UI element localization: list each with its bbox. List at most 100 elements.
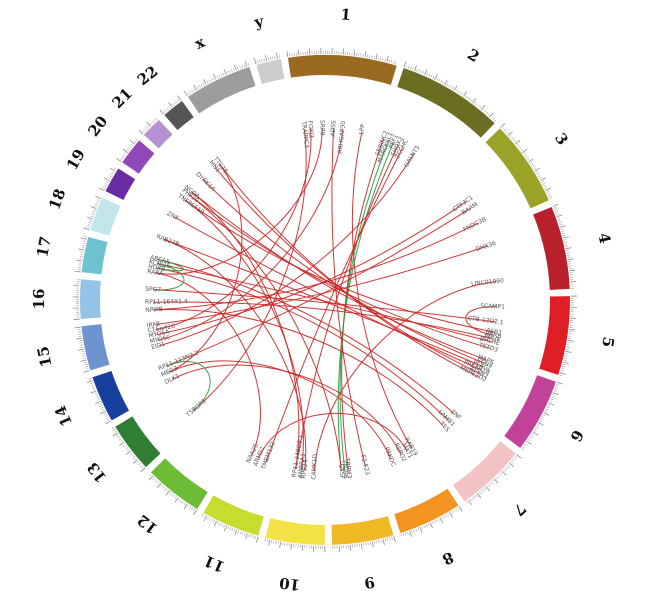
tick-mark (551, 396, 555, 399)
tick-mark (456, 507, 459, 511)
tick-mark (120, 158, 123, 161)
tick-mark (447, 513, 450, 516)
tick-mark (475, 494, 478, 498)
tick-mark (468, 97, 471, 101)
gene-label: RARA (147, 268, 165, 278)
tick-mark (231, 69, 233, 73)
tick-mark (217, 521, 219, 525)
tick-mark (387, 537, 389, 541)
gene-label: ITGB6 (340, 460, 349, 479)
tick-mark (87, 224, 91, 226)
tick-mark (159, 109, 165, 115)
link-curve (465, 306, 497, 336)
chromosome-label-8: 8 (439, 548, 456, 569)
tick-mark (157, 481, 160, 485)
tick-mark (266, 539, 268, 543)
tick-mark (121, 156, 125, 159)
gene-label: LPP (358, 123, 367, 135)
link-curve (163, 238, 484, 368)
tick-mark (384, 58, 386, 62)
tick-mark (353, 49, 356, 56)
tick-mark (172, 494, 175, 498)
tick-mark (552, 203, 559, 207)
tick-mark (110, 173, 114, 176)
tick-mark (256, 536, 259, 543)
tick-mark (419, 526, 423, 533)
tick-mark (556, 214, 563, 218)
tick-mark (99, 404, 103, 407)
link-curve (153, 289, 496, 323)
tick-mark (97, 398, 100, 401)
tick-mark (534, 427, 538, 430)
tick-mark (86, 216, 93, 220)
tick-mark (521, 148, 528, 154)
tick-mark (130, 143, 134, 147)
tick-mark (275, 52, 278, 59)
tick-mark (273, 540, 275, 544)
tick-mark (490, 116, 494, 119)
link-curve (188, 194, 342, 472)
tick-mark (512, 138, 515, 141)
tick-mark (566, 348, 570, 350)
tick-mark (95, 400, 101, 404)
tick-mark (272, 56, 274, 60)
tick-mark (536, 426, 539, 428)
tick-mark (529, 161, 533, 164)
tick-mark (128, 147, 131, 150)
tick-mark (218, 74, 221, 78)
tick-mark (567, 256, 571, 258)
tick-mark (566, 254, 570, 256)
tick-mark (123, 152, 127, 155)
tick-mark (220, 73, 223, 77)
tick-mark (301, 544, 304, 551)
tick-mark (544, 187, 548, 189)
tick-mark (458, 506, 463, 512)
link-curve (155, 267, 449, 421)
tick-mark (510, 460, 514, 464)
tick-mark (556, 381, 563, 385)
tick-mark (207, 516, 210, 520)
tick-mark (517, 145, 521, 148)
tick-mark (369, 541, 371, 545)
tick-mark (80, 253, 84, 255)
tick-mark (92, 388, 96, 391)
link-curve (154, 245, 489, 326)
chromosome-arc-7 (453, 441, 516, 502)
link-curve (214, 167, 481, 375)
tick-mark (504, 130, 508, 133)
tick-mark (473, 101, 477, 105)
gene-label: LINC01060 (471, 277, 505, 287)
tick-mark (549, 400, 553, 403)
tick-mark (120, 440, 124, 443)
tick-mark (439, 517, 444, 524)
tick-mark (524, 154, 528, 157)
tick-mark (541, 181, 545, 183)
tick-mark (382, 538, 385, 545)
tick-mark (488, 483, 492, 486)
tick-mark (226, 70, 229, 74)
link-curve (166, 207, 471, 367)
link-curve (153, 301, 493, 340)
tick-mark (513, 140, 517, 143)
gene-label: RP11-164X1.4 (145, 298, 188, 306)
tick-mark (253, 58, 257, 64)
tick-mark (479, 105, 482, 109)
tick-mark (492, 480, 495, 483)
tick-mark (542, 183, 546, 185)
tick-mark (244, 60, 248, 67)
tick-mark (261, 59, 263, 63)
tick-mark (438, 79, 441, 82)
chromosome-arc-19 (105, 168, 136, 201)
tick-mark (96, 201, 100, 203)
tick-mark (566, 344, 570, 346)
tick-mark (547, 193, 551, 195)
tick-mark (109, 175, 113, 178)
tick-mark (99, 187, 105, 192)
tick-mark (376, 540, 378, 544)
chromosome-arc-15 (81, 324, 110, 371)
tick-mark (237, 530, 240, 534)
gene-label: SPG7 (145, 286, 161, 294)
gene-label: F2-F23 (359, 454, 371, 476)
chromosome-label-1: 1 (340, 5, 352, 24)
